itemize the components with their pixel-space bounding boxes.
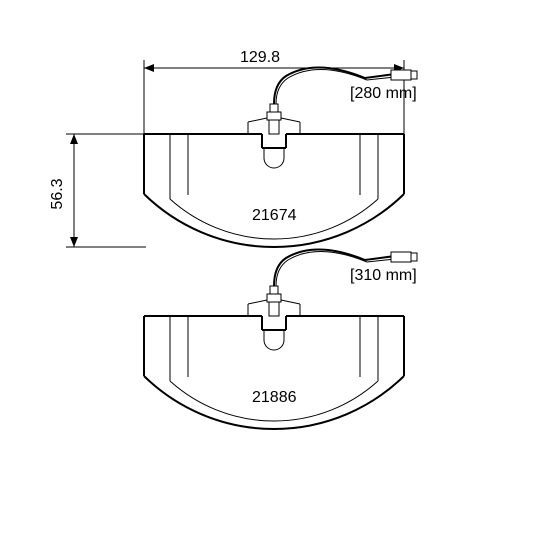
dimension-height-label: 56.3: [49, 178, 66, 209]
wire-length-bottom-label: [310 mm]: [350, 267, 417, 284]
dimension-width-label: 129.8: [240, 49, 280, 66]
part-number-bottom: 21886: [252, 389, 297, 406]
part-number-top: 21674: [252, 207, 297, 224]
wire-length-top-label: [280 mm]: [350, 85, 417, 102]
